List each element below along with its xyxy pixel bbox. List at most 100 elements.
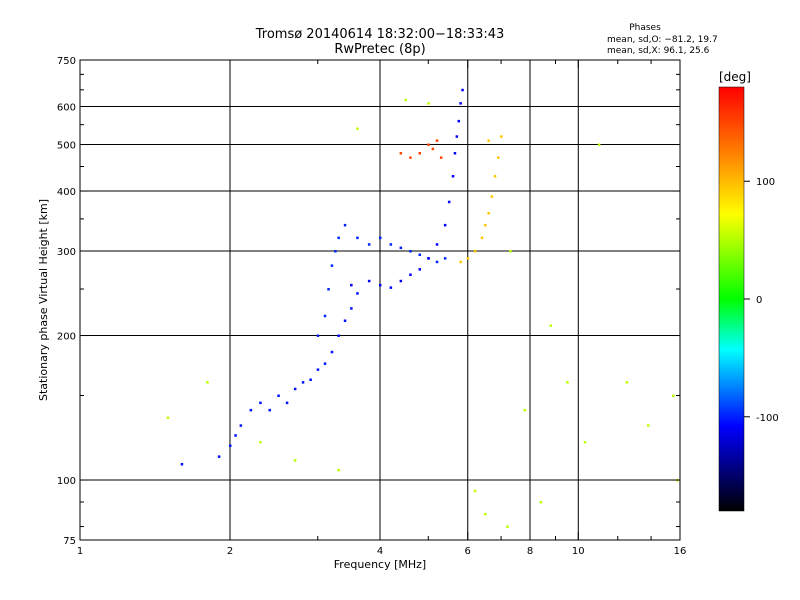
- data-point-s3-3: [480, 236, 484, 240]
- colorbar-tick-label-1: 0: [756, 295, 762, 306]
- y-tick-label-100: 100: [57, 476, 76, 487]
- data-point-s0-1: [217, 455, 221, 458]
- y-tick-label-75: 75: [63, 536, 76, 547]
- data-point-s4-3: [431, 147, 435, 151]
- data-point-s3-8: [497, 156, 500, 159]
- data-point-s2-8: [435, 243, 439, 246]
- data-point-s0-8: [277, 394, 280, 397]
- data-point-s2-13: [455, 135, 459, 138]
- data-point-s5-16: [583, 441, 587, 444]
- data-point-s2-14: [457, 119, 460, 123]
- data-point-s5-18: [625, 381, 629, 384]
- colorbar-tick-label-0: 100: [756, 177, 775, 188]
- data-point-s5-1: [206, 381, 209, 384]
- y-tick-label-600: 600: [57, 103, 76, 114]
- chart-subtitle: RwPretec (8p): [334, 42, 425, 57]
- y-tick-label-300: 300: [57, 247, 76, 258]
- data-point-s0-4: [239, 424, 243, 427]
- data-point-s4-2: [427, 143, 430, 146]
- colorbar-tick-label-2: -100: [756, 413, 779, 424]
- x-tick-label-8: 8: [527, 546, 533, 557]
- data-point-s5-17: [597, 143, 601, 146]
- data-point-s0-11: [301, 381, 305, 384]
- data-point-s2-7: [427, 257, 430, 260]
- data-point-s0-14: [323, 362, 327, 365]
- data-point-s2-16: [461, 88, 464, 92]
- data-point-s2-1: [367, 279, 371, 283]
- data-point-s5-15: [566, 381, 569, 384]
- data-point-s0-12: [309, 378, 312, 381]
- data-point-s5-11: [509, 250, 512, 253]
- grid-lines: [80, 60, 680, 540]
- x-tick-labels: 1 2 4 6 8 10 16: [77, 546, 687, 557]
- data-point-s2-6: [418, 268, 421, 271]
- data-point-s0-18: [350, 307, 353, 310]
- y-tick-label-750: 750: [57, 56, 76, 67]
- data-point-s1-3: [330, 264, 334, 267]
- data-point-s2-2: [379, 283, 382, 287]
- data-point-s2-0: [350, 283, 353, 287]
- data-point-s0-16: [337, 334, 340, 337]
- data-point-s1-10: [389, 243, 393, 246]
- data-point-s1-2: [327, 288, 330, 291]
- data-point-s2-15: [459, 102, 462, 105]
- data-point-s5-6: [404, 98, 407, 102]
- data-point-s2-12: [453, 152, 457, 155]
- data-point-s3-0: [459, 260, 462, 264]
- data-point-s5-20: [672, 394, 675, 397]
- data-point-s2-11: [451, 175, 455, 178]
- data-point-s5-3: [293, 459, 297, 462]
- data-point-s1-16: [443, 257, 447, 260]
- data-point-s4-0: [409, 156, 412, 159]
- y-tick-label-400: 400: [57, 187, 76, 198]
- data-point-s0-6: [259, 401, 262, 405]
- phases-heading: Phases: [629, 23, 661, 33]
- data-point-s1-9: [379, 236, 382, 240]
- data-point-s1-5: [337, 236, 340, 240]
- x-tick-label-1: 1: [77, 546, 83, 557]
- data-point-s5-5: [356, 127, 359, 130]
- data-point-s5-9: [484, 512, 487, 516]
- data-point-s5-4: [337, 468, 340, 472]
- colorbar-label: [deg]: [719, 70, 751, 84]
- data-point-s0-15: [330, 350, 334, 354]
- data-point-s3-10: [487, 139, 490, 142]
- data-point-s4-6: [399, 152, 403, 155]
- data-point-s5-19: [647, 424, 650, 427]
- data-point-s5-8: [473, 489, 477, 493]
- data-point-s1-1: [323, 314, 327, 318]
- data-point-s4-4: [435, 139, 439, 142]
- data-point-s0-3: [234, 434, 237, 437]
- axis-ticks: [79, 59, 681, 541]
- data-point-s5-12: [523, 408, 526, 412]
- data-point-s3-6: [490, 195, 494, 198]
- data-point-s1-7: [356, 236, 359, 240]
- y-tick-labels: 75 100 200 300 400 500 600 750: [57, 56, 76, 547]
- x-tick-label-4: 4: [377, 546, 383, 557]
- data-point-s3-5: [487, 212, 490, 215]
- x-tick-label-6: 6: [465, 546, 471, 557]
- y-tick-label-200: 200: [57, 332, 76, 343]
- data-point-s5-13: [539, 501, 543, 504]
- data-point-s2-9: [443, 223, 447, 227]
- data-point-s3-1: [466, 257, 470, 260]
- y-tick-label-500: 500: [57, 141, 76, 152]
- data-point-s1-11: [399, 246, 403, 250]
- data-point-s2-5: [409, 273, 412, 276]
- x-tick-label-16: 16: [674, 546, 687, 557]
- data-point-s5-14: [549, 324, 553, 327]
- phases-x-mode: mean, sd,X: 96.1, 25.6: [607, 46, 710, 56]
- data-point-s0-13: [316, 368, 320, 371]
- data-point-s4-5: [439, 156, 443, 159]
- data-point-s5-7: [427, 102, 430, 105]
- data-point-s2-4: [399, 279, 403, 283]
- x-axis-label: Frequency [MHz]: [334, 558, 426, 571]
- data-point-s0-0: [180, 463, 184, 466]
- data-point-s3-9: [500, 135, 503, 138]
- data-point-s0-9: [285, 401, 289, 405]
- data-point-s1-13: [418, 253, 421, 256]
- data-point-s1-0: [316, 334, 320, 337]
- colorbar-ticks: 100 0 -100: [744, 177, 779, 424]
- y-axis-label: Stationary phase Virtual Height [km]: [37, 199, 50, 401]
